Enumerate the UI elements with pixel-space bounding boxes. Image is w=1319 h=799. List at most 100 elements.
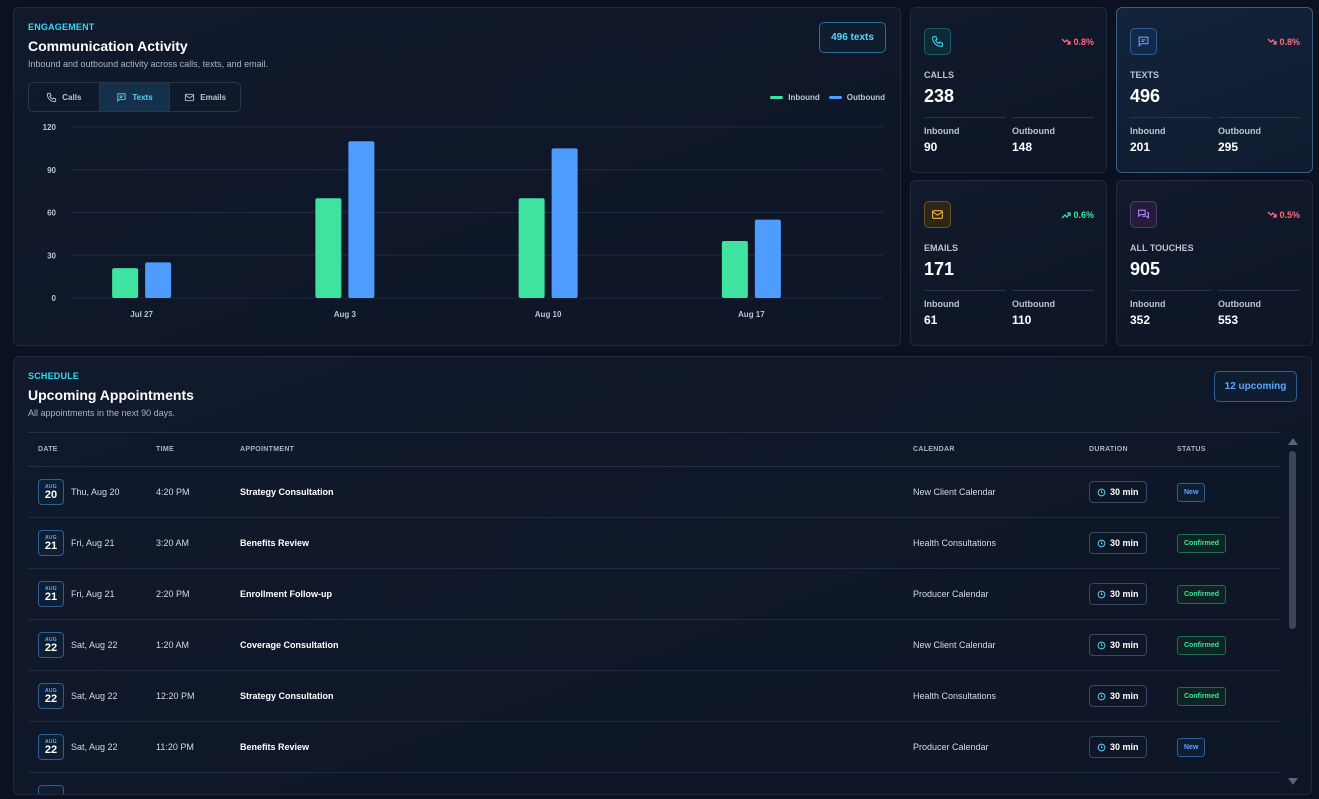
- bar-outbound-3[interactable]: [754, 219, 781, 298]
- column-header-appointment[interactable]: APPOINTMENT: [240, 446, 295, 453]
- table-header: DATE TIME APPOINTMENT CALENDAR DURATION …: [28, 433, 1281, 467]
- date-cell: [28, 785, 156, 794]
- column-header-date[interactable]: DATE: [38, 446, 58, 453]
- card-label: ALL TOUCHES: [1130, 243, 1194, 253]
- tab-emails[interactable]: Emails: [170, 83, 240, 111]
- table-row[interactable]: AUG 20 Thu, Aug 20 4:20 PM Strategy Consulta…: [28, 467, 1281, 518]
- status-cell: Confirmed: [1177, 635, 1271, 655]
- stat-card-touches[interactable]: 0.5% ALL TOUCHES 905 Inbound 352 Outbound 553: [1116, 180, 1313, 346]
- column-header-time[interactable]: TIME: [156, 446, 174, 453]
- appointment-cell[interactable]: Enrollment Follow-up: [240, 589, 332, 599]
- column-header-calendar[interactable]: CALENDAR: [913, 446, 955, 453]
- duration-cell: 30 min: [1089, 583, 1177, 605]
- tab-calls[interactable]: Calls: [29, 83, 100, 111]
- y-tick-label: 0: [52, 294, 57, 303]
- date-cell: AUG 20 Thu, Aug 20: [28, 479, 156, 505]
- inbound-label: Inbound: [1130, 126, 1166, 136]
- x-tick-label: Aug 10: [535, 310, 562, 319]
- stat-card-emails[interactable]: 0.6% EMAILS 171 Inbound 61 Outbound 110: [910, 180, 1107, 346]
- bar-outbound-0[interactable]: [145, 262, 172, 298]
- date-text: Sat, Aug 22: [71, 640, 118, 650]
- trend-value: 0.8%: [1073, 37, 1094, 47]
- scroll-up-arrow-icon[interactable]: [1288, 438, 1298, 445]
- table-scrollbar[interactable]: [1288, 435, 1298, 785]
- table-row[interactable]: AUG 22 Sat, Aug 22 1:20 AM Coverage Consulta…: [28, 620, 1281, 671]
- duration-value: 30 min: [1110, 487, 1139, 497]
- date-month: AUG: [44, 687, 57, 694]
- calendar-cell: Health Consultations: [913, 538, 997, 548]
- bar-inbound-0[interactable]: [112, 268, 139, 298]
- table-row-partial[interactable]: [28, 773, 1281, 794]
- x-tick-label: Aug 17: [738, 310, 765, 319]
- calendar-cell: New Client Calendar: [913, 640, 996, 650]
- trend-value: 0.5%: [1279, 210, 1300, 220]
- legend-label: Inbound: [788, 93, 820, 102]
- date-cell: AUG 22 Sat, Aug 22: [28, 734, 156, 760]
- status-badge: Confirmed: [1177, 584, 1226, 604]
- scroll-down-arrow-icon[interactable]: [1288, 778, 1298, 785]
- table-row[interactable]: AUG 22 Sat, Aug 22 11:20 PM Benefits Review P…: [28, 722, 1281, 773]
- outbound-label: Outbound: [1012, 299, 1055, 309]
- date-month: AUG: [44, 585, 57, 592]
- message-icon-badge: [1130, 28, 1157, 55]
- appointment-cell[interactable]: Benefits Review: [240, 742, 310, 752]
- duration-cell: 30 min: [1089, 634, 1177, 656]
- outbound-value: 295: [1218, 140, 1239, 154]
- outbound-stat: Outbound 148: [1012, 117, 1094, 154]
- outbound-stat: Outbound 553: [1218, 290, 1300, 327]
- clock-icon: [1097, 743, 1106, 751]
- card-split: Inbound 90 Outbound 148: [924, 117, 1094, 154]
- tab-texts[interactable]: Texts: [99, 83, 171, 111]
- appointment-cell[interactable]: Coverage Consultation: [240, 640, 339, 650]
- status-badge: New: [1177, 482, 1206, 502]
- stat-card-texts[interactable]: 0.8% TEXTS 496 Inbound 201 Outbound 295: [1116, 7, 1313, 173]
- duration-value: 30 min: [1110, 742, 1139, 752]
- duration-cell: 30 min: [1089, 481, 1177, 503]
- legend-outbound[interactable]: Outbound: [828, 93, 885, 102]
- appointment-cell[interactable]: Benefits Review: [240, 538, 310, 548]
- card-label: TEXTS: [1130, 70, 1160, 80]
- scrollbar-thumb[interactable]: [1289, 451, 1296, 629]
- bar-outbound-1[interactable]: [348, 141, 375, 298]
- card-value: 496: [1130, 86, 1161, 106]
- card-value: 171: [924, 259, 955, 279]
- clock-icon: [1097, 641, 1106, 649]
- date-text: Thu, Aug 20: [71, 487, 120, 497]
- bar-inbound-3[interactable]: [721, 241, 748, 298]
- y-tick-label: 120: [43, 123, 57, 132]
- column-header-duration[interactable]: DURATION: [1089, 446, 1128, 453]
- trend-up-icon: [1062, 212, 1072, 219]
- appointment-cell[interactable]: Strategy Consultation: [240, 691, 334, 701]
- table-row[interactable]: AUG 21 Fri, Aug 21 3:20 AM Benefits Review He…: [28, 518, 1281, 569]
- column-header-status[interactable]: STATUS: [1177, 446, 1206, 453]
- trend-indicator: 0.8%: [1267, 37, 1300, 47]
- duration-cell: 30 min: [1089, 685, 1177, 707]
- section-eyebrow: SCHEDULE: [28, 371, 80, 381]
- date-text: Fri, Aug 21: [71, 589, 115, 599]
- outbound-stat: Outbound 295: [1218, 117, 1300, 154]
- status-cell: New: [1177, 737, 1271, 757]
- inbound-stat: Inbound 352: [1130, 290, 1212, 327]
- bar-inbound-1[interactable]: [315, 198, 342, 298]
- table-row[interactable]: AUG 22 Sat, Aug 22 12:20 PM Strategy Consult…: [28, 671, 1281, 722]
- bar-outbound-2[interactable]: [551, 148, 578, 298]
- status-cell: Confirmed: [1177, 584, 1271, 604]
- duration-chip: 30 min: [1089, 532, 1147, 554]
- appointment-cell[interactable]: Strategy Consultation: [240, 487, 334, 497]
- y-tick-label: 90: [47, 166, 56, 175]
- status-badge: New: [1177, 737, 1206, 757]
- time-cell: 11:20 PM: [156, 742, 194, 752]
- time-cell: 1:20 AM: [156, 640, 190, 650]
- date-text: Sat, Aug 22: [71, 742, 118, 752]
- table-row[interactable]: AUG 21 Fri, Aug 21 2:20 PM Enrollment Follow…: [28, 569, 1281, 620]
- tab-label: Calls: [62, 92, 82, 102]
- date-day: 20: [44, 488, 58, 501]
- phone-icon: [932, 36, 943, 47]
- legend-inbound[interactable]: Inbound: [770, 93, 820, 102]
- date-day: 22: [44, 641, 58, 654]
- date-day: 22: [44, 743, 58, 756]
- phone-icon-badge: [924, 28, 951, 55]
- stat-card-calls[interactable]: 0.8% CALLS 238 Inbound 90 Outbound 148: [910, 7, 1107, 173]
- bar-inbound-2[interactable]: [518, 198, 545, 298]
- duration-value: 30 min: [1110, 640, 1139, 650]
